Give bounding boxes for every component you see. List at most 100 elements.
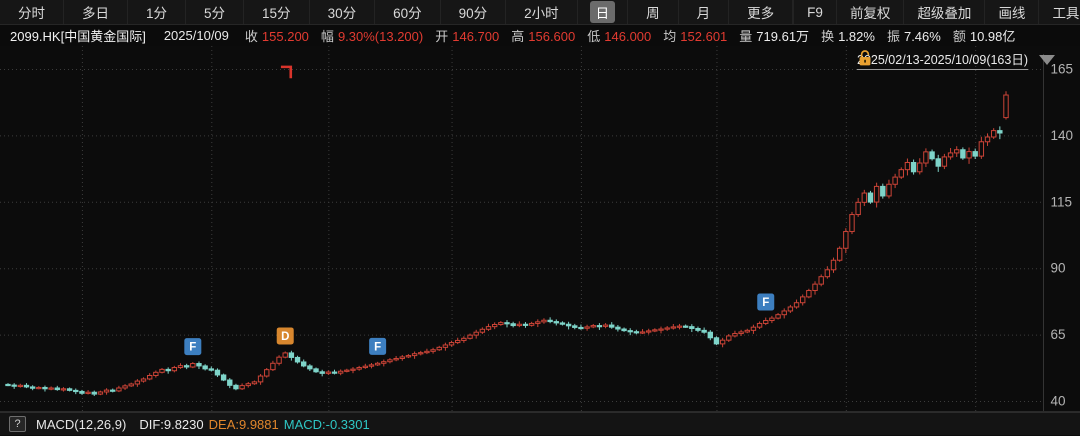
toolbar-right: F9 前复权 超级叠加 画线 工具 bbox=[793, 0, 1080, 24]
quote-field-volume-value: 719.61万 bbox=[756, 29, 810, 44]
quote-field-open: 开 146.700 bbox=[435, 26, 499, 45]
tab-day[interactable]: 日 bbox=[578, 0, 629, 24]
quote-field-open-value: 146.700 bbox=[452, 29, 500, 44]
tab-1min-label: 1分 bbox=[146, 6, 168, 21]
quote-fields: 收 155.200 幅 9.30%(13.200) 开 146.700 高 156.600 低 1… bbox=[245, 26, 1028, 45]
quote-field-close-label: 收 bbox=[244, 29, 258, 44]
tab-week[interactable]: 周 bbox=[628, 0, 679, 24]
mark-badge-F[interactable] bbox=[757, 293, 775, 311]
dea-value: DEA:9.9881 bbox=[208, 416, 279, 432]
tab-2hour[interactable]: 2小时 bbox=[506, 0, 578, 24]
candlestick-chart[interactable]: 165 140 115 90 65 40 F D F F 2025/02/13-2025/10/0… bbox=[0, 46, 1080, 412]
mark-badge-F[interactable] bbox=[369, 337, 387, 355]
quote-field-volume: 量 719.61万 bbox=[739, 26, 809, 45]
quote-field-avg-value: 152.601 bbox=[680, 29, 728, 44]
stock-info-bar: 2099.HK[中国黄金国际] 2025/10/09 收 155.200 幅 9.30… bbox=[0, 25, 1080, 46]
quote-field-change-label: 幅 bbox=[320, 29, 334, 44]
quote-field-high-value: 156.600 bbox=[528, 29, 576, 44]
unlock-glyph bbox=[859, 50, 871, 66]
toolbar-right-items: F9 前复权 超级叠加 画线 工具 bbox=[793, 0, 1080, 24]
quote-field-open-label: 开 bbox=[435, 29, 449, 44]
candles-layer bbox=[5, 91, 1009, 396]
tab-month-label: 月 bbox=[696, 6, 711, 21]
top-toolbar: 分时 多日 1分 5分 15分 30分 60分 90分 2小时 日 周 月 更多 F9 前复权 超级叠加 画线… bbox=[0, 0, 1080, 25]
quote-field-amount-label: 额 bbox=[952, 29, 966, 44]
quote-field-turnover-value: 1.82% bbox=[838, 29, 875, 44]
tab-day-label: 日 bbox=[589, 1, 616, 23]
quote-field-high: 高 156.600 bbox=[511, 26, 575, 45]
tab-30min[interactable]: 30分 bbox=[310, 0, 376, 24]
quote-field-close-value: 155.200 bbox=[261, 29, 309, 44]
mark-badge-F-text: F bbox=[762, 297, 769, 309]
macd-value: MACD:-0.3301 bbox=[283, 416, 370, 432]
y-axis-labels: 165 140 115 90 65 40 bbox=[1051, 62, 1074, 409]
macd-bar: ? MACD(12,26,9) DIF:9.8230 DEA:9.9881 MA… bbox=[0, 412, 1080, 435]
toolbar-button-tools[interactable]: 工具 bbox=[1038, 0, 1080, 24]
quote-field-low: 低 146.000 bbox=[587, 26, 651, 45]
toolbar-button-f9[interactable]: F9 bbox=[793, 0, 836, 24]
toolbar-button-draw-line[interactable]: 画线 bbox=[984, 0, 1038, 24]
mark-badge-F-text: F bbox=[374, 341, 381, 353]
macd-indicator-label[interactable]: MACD(12,26,9) bbox=[36, 416, 127, 432]
mark-badge-D-text: D bbox=[281, 331, 289, 343]
tab-fenshi[interactable]: 分时 bbox=[0, 0, 64, 24]
toolbar-button-forward-adjust[interactable]: 前复权 bbox=[835, 0, 904, 24]
chart-canvas: 165 140 115 90 65 40 F D F F bbox=[0, 46, 1080, 412]
y-tick-140: 140 bbox=[1051, 128, 1074, 143]
quote-field-close: 收 155.200 bbox=[245, 26, 309, 45]
quote-field-low-value: 146.000 bbox=[604, 29, 652, 44]
quote-field-amplitude-value: 7.46% bbox=[903, 29, 941, 44]
dif-value: DIF:9.8230 bbox=[139, 416, 204, 432]
quote-field-turnover-label: 换 bbox=[821, 29, 835, 44]
quote-field-volume-label: 量 bbox=[739, 29, 753, 44]
tab-15min[interactable]: 15分 bbox=[244, 0, 310, 24]
red-corner-marker bbox=[280, 65, 293, 79]
y-tick-90: 90 bbox=[1051, 261, 1066, 276]
tab-90min[interactable]: 90分 bbox=[441, 0, 507, 24]
y-tick-40: 40 bbox=[1051, 394, 1066, 409]
quote-field-amplitude: 振 7.46% bbox=[887, 26, 941, 45]
indicator-help-button[interactable]: ? bbox=[9, 416, 26, 432]
y-tick-65: 65 bbox=[1051, 327, 1066, 342]
y-tick-115: 115 bbox=[1051, 194, 1073, 209]
tab-5min-label: 5分 bbox=[204, 6, 226, 21]
chevron-down-icon[interactable] bbox=[1039, 55, 1055, 65]
quote-field-change-value: 9.30%(13.200) bbox=[337, 29, 424, 44]
tab-multi-day[interactable]: 多日 bbox=[64, 0, 128, 24]
quote-field-avg: 均 152.601 bbox=[663, 26, 727, 45]
mark-badge-F[interactable] bbox=[184, 338, 202, 356]
date-range-label[interactable]: 2025/02/13-2025/10/09(163日) bbox=[857, 49, 1028, 70]
range-selector: 2025/02/13-2025/10/09(163日) bbox=[857, 49, 1066, 70]
tab-60min[interactable]: 60分 bbox=[375, 0, 441, 24]
grid-layer bbox=[0, 46, 1080, 412]
tab-30min-label: 30分 bbox=[327, 6, 357, 21]
tab-week-label: 周 bbox=[646, 6, 660, 21]
y-tick-165: 165 bbox=[1051, 62, 1074, 77]
timeframe-tabs: 分时 多日 1分 5分 15分 30分 60分 90分 2小时 日 周 月 更多 bbox=[0, 0, 794, 24]
event-marks-layer: F D F F bbox=[184, 293, 775, 356]
tab-more[interactable]: 更多 bbox=[729, 0, 794, 24]
tab-more-label: 更多 bbox=[747, 6, 775, 21]
quote-field-amplitude-label: 振 bbox=[886, 29, 900, 44]
tab-15min-label: 15分 bbox=[262, 6, 291, 21]
tab-2hour-label: 2小时 bbox=[524, 6, 559, 21]
tab-fenshi-label: 分时 bbox=[18, 6, 45, 21]
tab-1min[interactable]: 1分 bbox=[128, 0, 187, 24]
tab-5min[interactable]: 5分 bbox=[186, 0, 245, 24]
quote-field-avg-label: 均 bbox=[663, 29, 677, 44]
quote-field-turnover: 换 1.82% bbox=[821, 26, 875, 45]
quote-field-low-label: 低 bbox=[587, 29, 601, 44]
quote-field-amount-value: 10.98亿 bbox=[969, 29, 1016, 44]
quote-field-amount: 额 10.98亿 bbox=[953, 26, 1016, 45]
quote-date: 2025/10/09 bbox=[163, 28, 229, 43]
tab-90min-label: 90分 bbox=[458, 6, 488, 21]
toolbar-button-super-overlay[interactable]: 超级叠加 bbox=[903, 0, 984, 24]
mark-badge-F-text: F bbox=[189, 342, 196, 354]
mark-badge-D[interactable] bbox=[276, 327, 294, 345]
quote-field-change: 幅 9.30%(13.200) bbox=[321, 26, 423, 45]
tab-60min-label: 60分 bbox=[393, 6, 422, 21]
stock-symbol[interactable]: 2099.HK[中国黄金国际] bbox=[10, 29, 146, 44]
tab-multi-day-label: 多日 bbox=[82, 6, 109, 21]
tab-month[interactable]: 月 bbox=[679, 0, 730, 24]
